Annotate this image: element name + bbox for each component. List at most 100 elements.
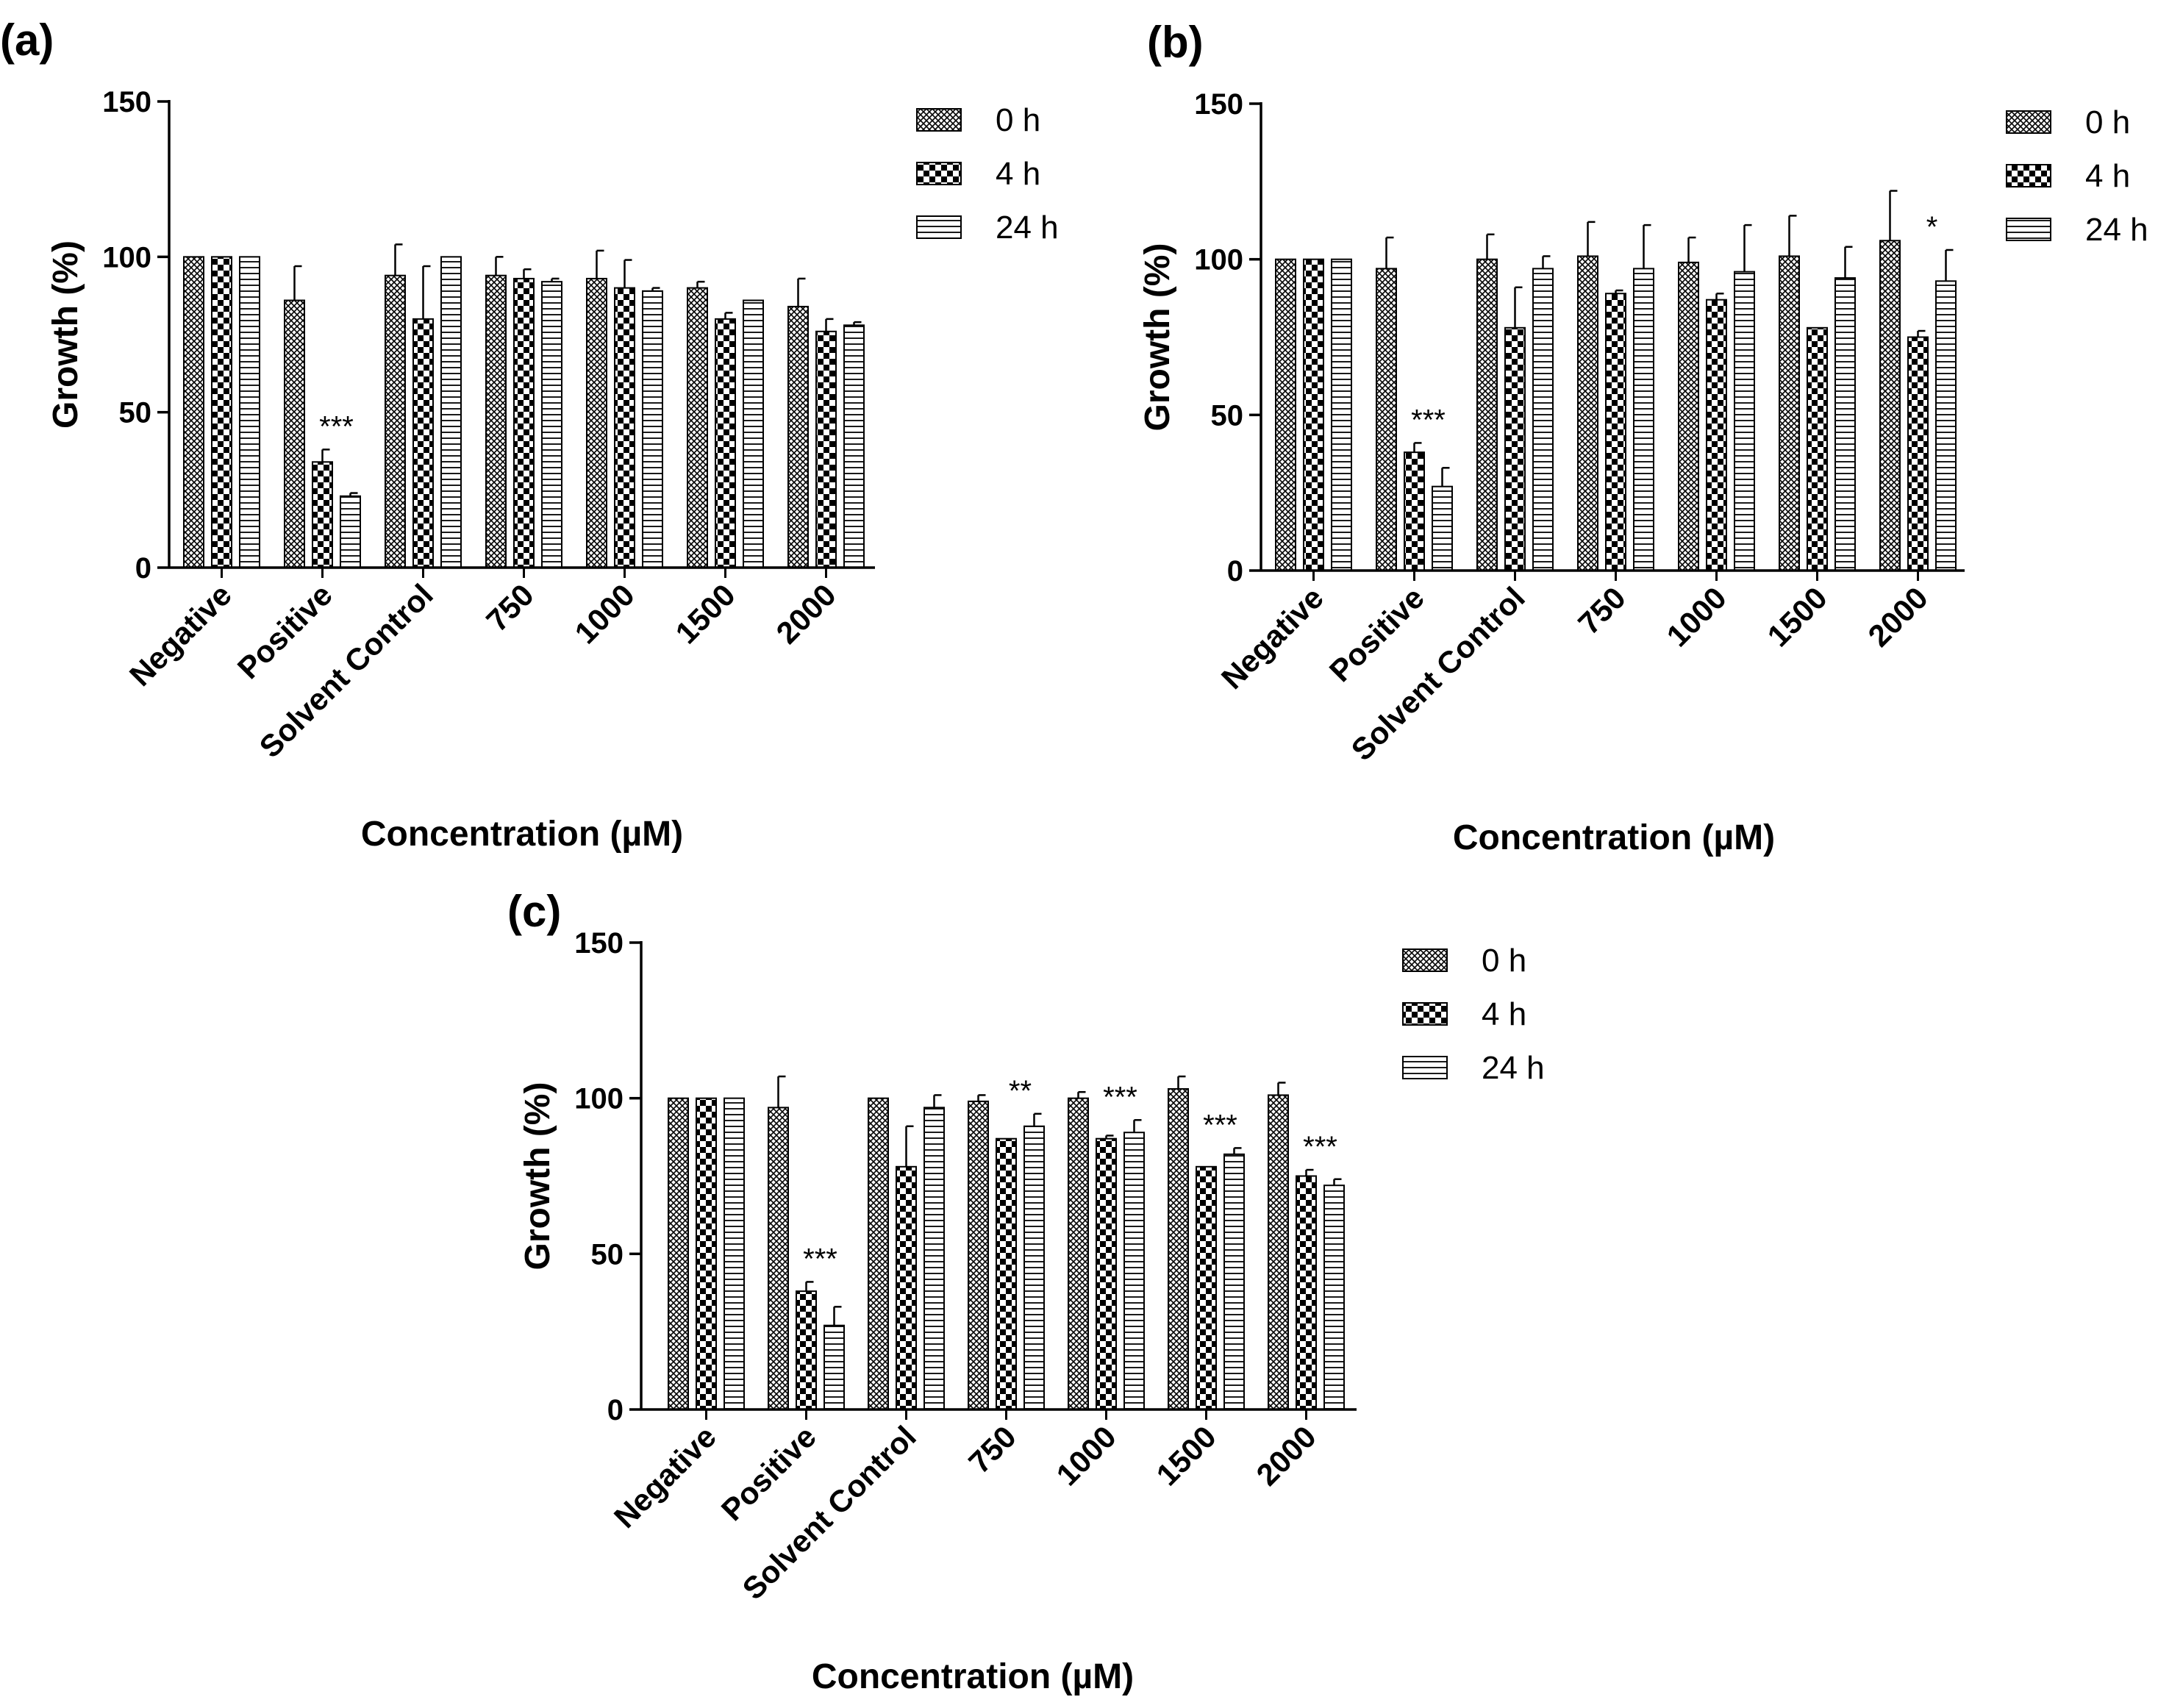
x-tick-label: 1500 bbox=[1761, 580, 1834, 653]
bar-24h-solvent-control bbox=[1532, 268, 1554, 571]
y-tick-label: 100 bbox=[102, 241, 151, 274]
x-axis-title: Concentration (µM) bbox=[1453, 818, 1775, 857]
bar-24h-2000 bbox=[1323, 1184, 1345, 1410]
x-tick-label: Negative bbox=[123, 577, 238, 693]
bar-4h-750 bbox=[513, 277, 535, 568]
significance-marker: *** bbox=[319, 410, 354, 443]
bar-4h-2000 bbox=[1296, 1175, 1317, 1410]
bar-24h-1000 bbox=[1734, 271, 1755, 571]
legend-swatch bbox=[1402, 1056, 1448, 1079]
x-tick-label: Negative bbox=[607, 1419, 723, 1534]
x-tick-label: 750 bbox=[479, 577, 540, 638]
bar-0h-2000 bbox=[787, 305, 809, 568]
bar-0h-750 bbox=[485, 274, 507, 568]
bar-24h-solvent-control bbox=[923, 1107, 945, 1411]
significance-marker: *** bbox=[1203, 1109, 1237, 1141]
legend-label: 0 h bbox=[996, 102, 1040, 138]
bar-0h-negative bbox=[1275, 258, 1296, 571]
legend-label: 24 h bbox=[2085, 212, 2148, 248]
chart-panel-2: (b)Growth (%)Concentration (µM)NegativeP… bbox=[1138, 18, 2148, 857]
legend-swatch bbox=[916, 162, 962, 185]
legend-swatch bbox=[2006, 110, 2051, 134]
x-tick-label: 1500 bbox=[669, 577, 742, 650]
bar-24h-positive bbox=[1432, 485, 1453, 572]
x-tick-label: 1000 bbox=[568, 577, 641, 650]
bar-0h-solvent-control bbox=[385, 274, 406, 568]
bar-0h-1000 bbox=[1068, 1097, 1089, 1410]
bar-4h-1000 bbox=[1096, 1137, 1117, 1410]
y-tick-label: 50 bbox=[591, 1238, 624, 1271]
bar-24h-1500 bbox=[1223, 1153, 1245, 1411]
bar-4h-1000 bbox=[614, 287, 635, 568]
y-tick-label: 150 bbox=[1194, 88, 1243, 121]
significance-marker: ** bbox=[1009, 1075, 1032, 1107]
bar-24h-positive bbox=[823, 1324, 845, 1410]
x-tick-label: Solvent Control bbox=[1345, 580, 1532, 767]
bar-24h-solvent-control bbox=[440, 256, 462, 568]
y-tick-label: 0 bbox=[1227, 555, 1243, 587]
x-axis-title: Concentration (µM) bbox=[812, 1657, 1134, 1696]
panel-label: (a) bbox=[0, 15, 54, 65]
bar-0h-1500 bbox=[1779, 255, 1800, 571]
bar-0h-750 bbox=[1577, 255, 1598, 571]
x-tick-label: 2000 bbox=[770, 577, 843, 650]
significance-marker: *** bbox=[803, 1243, 837, 1275]
y-tick-label: 50 bbox=[119, 397, 152, 429]
bar-4h-solvent-control bbox=[1504, 326, 1526, 571]
x-tick-label: Negative bbox=[1215, 580, 1330, 696]
bar-24h-750 bbox=[1633, 268, 1654, 571]
significance-marker: *** bbox=[1103, 1081, 1137, 1113]
legend-swatch bbox=[916, 215, 962, 239]
bar-0h-1000 bbox=[1678, 261, 1699, 571]
bar-4h-negative bbox=[1303, 258, 1324, 571]
legend-label: 0 h bbox=[1482, 943, 1526, 979]
bar-4h-1500 bbox=[1196, 1165, 1217, 1411]
bar-24h-2000 bbox=[843, 324, 865, 568]
bar-24h-negative bbox=[1331, 258, 1352, 571]
bar-24h-negative bbox=[239, 256, 260, 568]
x-tick-label: Solvent Control bbox=[253, 577, 440, 764]
bar-24h-1000 bbox=[1123, 1132, 1145, 1410]
bar-4h-1000 bbox=[1706, 299, 1727, 571]
bar-0h-1500 bbox=[687, 287, 708, 568]
bar-4h-1500 bbox=[715, 318, 736, 568]
bar-24h-1000 bbox=[642, 290, 663, 568]
x-tick-label: 1000 bbox=[1050, 1419, 1123, 1492]
bar-24h-1500 bbox=[743, 299, 764, 568]
bar-4h-negative bbox=[211, 256, 232, 568]
chart-panel-1: (a)Growth (%)Concentration (µM)NegativeP… bbox=[0, 15, 1059, 854]
bar-4h-positive bbox=[1404, 451, 1425, 572]
y-tick-label: 150 bbox=[574, 927, 624, 960]
significance-marker: *** bbox=[1411, 404, 1446, 436]
bar-24h-750 bbox=[1023, 1125, 1045, 1411]
x-tick-label: Solvent Control bbox=[736, 1419, 923, 1606]
legend-label: 24 h bbox=[1482, 1050, 1545, 1086]
bar-0h-750 bbox=[968, 1100, 989, 1411]
legend-swatch bbox=[1402, 948, 1448, 972]
bar-4h-solvent-control bbox=[412, 318, 434, 568]
x-tick-label: 2000 bbox=[1862, 580, 1934, 653]
bar-0h-positive bbox=[1376, 268, 1397, 571]
significance-marker: * bbox=[1926, 211, 1938, 243]
bar-24h-2000 bbox=[1935, 280, 1957, 571]
bar-0h-2000 bbox=[1268, 1094, 1289, 1411]
legend-label: 4 h bbox=[996, 156, 1040, 192]
y-tick-label: 50 bbox=[1211, 399, 1244, 432]
chart-panel-3: (c)Growth (%)Concentration (µM)NegativeP… bbox=[507, 887, 1545, 1696]
bar-0h-solvent-control bbox=[868, 1097, 889, 1410]
x-axis-title: Concentration (µM) bbox=[361, 815, 683, 854]
x-tick-label: 1500 bbox=[1150, 1419, 1223, 1492]
bar-4h-1500 bbox=[1807, 326, 1828, 571]
y-tick-label: 100 bbox=[1194, 244, 1243, 276]
bar-0h-solvent-control bbox=[1476, 258, 1498, 571]
bar-0h-negative bbox=[183, 256, 204, 568]
x-tick-label: 750 bbox=[962, 1419, 1023, 1480]
legend-swatch bbox=[916, 108, 962, 132]
bar-24h-negative bbox=[724, 1097, 745, 1410]
x-tick-label: 1000 bbox=[1660, 580, 1733, 653]
y-tick-label: 150 bbox=[102, 86, 151, 118]
bar-0h-2000 bbox=[1879, 240, 1901, 571]
x-tick-label: 2000 bbox=[1250, 1419, 1323, 1492]
y-tick-label: 100 bbox=[574, 1083, 624, 1115]
bar-4h-negative bbox=[696, 1097, 717, 1410]
